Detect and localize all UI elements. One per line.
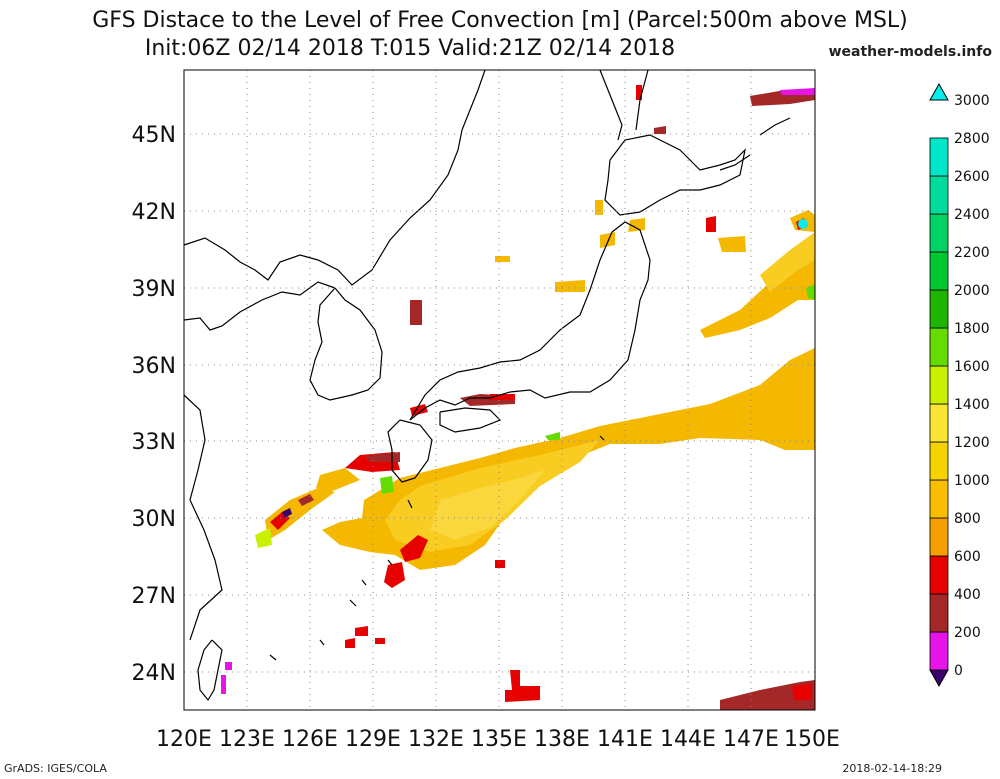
colorbar-swatch xyxy=(929,251,949,291)
colorbar-swatch xyxy=(929,555,949,595)
colorbar-label: 800 xyxy=(954,511,981,527)
source-label: weather-models.info xyxy=(828,44,992,60)
colorbar-label: 400 xyxy=(954,587,981,603)
lat-label: 36N xyxy=(132,354,176,379)
lon-label: 147E xyxy=(723,727,779,752)
colorbar-swatch xyxy=(929,593,949,633)
lon-label: 126E xyxy=(282,727,338,752)
footer-timestamp: 2018-02-14-18:29 xyxy=(842,762,942,775)
colorbar-swatch xyxy=(929,631,949,671)
lat-label: 42N xyxy=(132,200,176,225)
colorbar-label: 3000 xyxy=(954,93,990,109)
map-area xyxy=(184,70,815,710)
lon-label: 129E xyxy=(345,727,401,752)
lon-label: 132E xyxy=(408,727,464,752)
lfc-field xyxy=(221,85,815,710)
colorbar-swatch xyxy=(929,213,949,253)
colorbar-swatch xyxy=(929,289,949,329)
lat-label: 27N xyxy=(132,584,176,609)
colorbar-swatch xyxy=(929,669,949,688)
lon-label: 150E xyxy=(784,727,840,752)
colorbar-label: 1400 xyxy=(954,397,990,413)
lon-label: 123E xyxy=(219,727,275,752)
lon-label: 141E xyxy=(597,727,653,752)
colorbar-swatch xyxy=(929,175,949,215)
colorbar: 0 200 400 600 800 1000 1200 1400 1600 1800 2000 220… xyxy=(929,82,990,688)
lon-label: 120E xyxy=(156,727,212,752)
lat-label: 24N xyxy=(132,661,176,686)
colorbar-label: 2000 xyxy=(954,283,990,299)
colorbar-swatch xyxy=(929,403,949,443)
colorbar-swatch xyxy=(929,365,949,405)
lon-label: 144E xyxy=(660,727,716,752)
colorbar-swatch xyxy=(929,517,949,557)
colorbar-swatch xyxy=(929,441,949,481)
lon-label: 135E xyxy=(471,727,527,752)
map-title: GFS Distace to the Level of Free Convect… xyxy=(92,8,908,33)
lon-axis: 120E 123E 126E 129E 132E 135E 138E 141E … xyxy=(156,727,840,752)
colorbar-label: 1600 xyxy=(954,359,990,375)
colorbar-label: 2600 xyxy=(954,169,990,185)
colorbar-label: 2200 xyxy=(954,245,990,261)
colorbar-label: 200 xyxy=(954,625,981,641)
colorbar-label: 1800 xyxy=(954,321,990,337)
map-subtitle: Init:06Z 02/14 2018 T:015 Valid:21Z 02/1… xyxy=(144,36,676,61)
colorbar-swatch xyxy=(929,327,949,367)
colorbar-label: 0 xyxy=(954,663,963,679)
map-frame xyxy=(183,69,816,711)
colorbar-swatch xyxy=(929,137,949,177)
footer-credit: GrADS: IGES/COLA xyxy=(4,762,107,775)
colorbar-label: 2400 xyxy=(954,207,990,223)
colorbar-label: 1200 xyxy=(954,435,990,451)
colorbar-swatch xyxy=(929,82,949,101)
colorbar-label: 2800 xyxy=(954,131,990,147)
colorbar-label: 1000 xyxy=(954,473,990,489)
lat-label: 45N xyxy=(132,123,176,148)
colorbar-swatch xyxy=(929,479,949,519)
lat-label: 30N xyxy=(132,507,176,532)
coastlines xyxy=(183,69,791,702)
lon-label: 138E xyxy=(534,727,590,752)
lat-axis: 24N 27N 30N 33N 36N 39N 42N 45N xyxy=(132,123,176,686)
colorbar-label: 600 xyxy=(954,549,981,565)
lat-label: 39N xyxy=(132,277,176,302)
lat-label: 33N xyxy=(132,430,176,455)
